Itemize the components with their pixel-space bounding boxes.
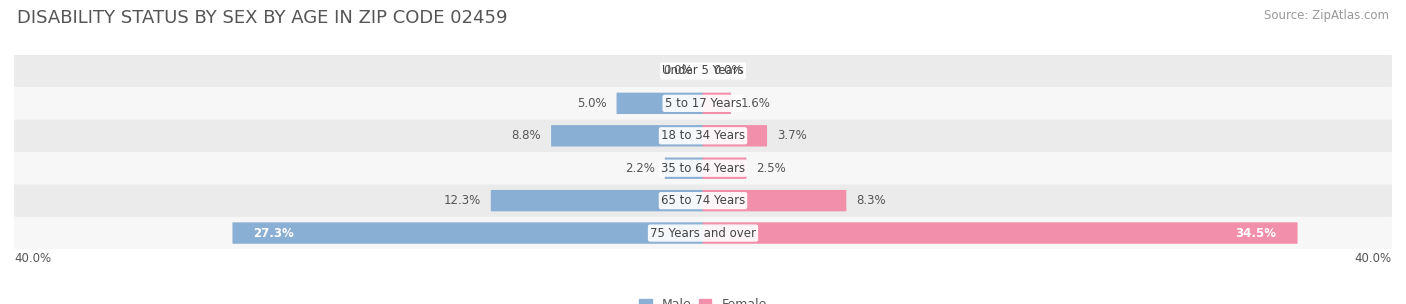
Text: Under 5 Years: Under 5 Years (662, 64, 744, 78)
Text: 27.3%: 27.3% (253, 226, 294, 240)
Text: 3.7%: 3.7% (778, 129, 807, 142)
Text: 40.0%: 40.0% (1355, 252, 1392, 265)
FancyBboxPatch shape (232, 222, 703, 244)
Text: 75 Years and over: 75 Years and over (650, 226, 756, 240)
FancyBboxPatch shape (14, 185, 1392, 217)
Legend: Male, Female: Male, Female (640, 298, 766, 304)
FancyBboxPatch shape (617, 93, 703, 114)
Text: 5.0%: 5.0% (576, 97, 606, 110)
FancyBboxPatch shape (703, 190, 846, 211)
FancyBboxPatch shape (491, 190, 703, 211)
Text: Source: ZipAtlas.com: Source: ZipAtlas.com (1264, 9, 1389, 22)
Text: 5 to 17 Years: 5 to 17 Years (665, 97, 741, 110)
Text: 65 to 74 Years: 65 to 74 Years (661, 194, 745, 207)
Text: 40.0%: 40.0% (14, 252, 51, 265)
Text: 0.0%: 0.0% (664, 64, 693, 78)
FancyBboxPatch shape (14, 119, 1392, 152)
Text: 8.3%: 8.3% (856, 194, 886, 207)
FancyBboxPatch shape (551, 125, 703, 147)
FancyBboxPatch shape (703, 93, 731, 114)
Text: 2.5%: 2.5% (756, 162, 786, 175)
FancyBboxPatch shape (703, 157, 747, 179)
FancyBboxPatch shape (14, 55, 1392, 87)
FancyBboxPatch shape (14, 217, 1392, 249)
FancyBboxPatch shape (703, 125, 768, 147)
Text: 8.8%: 8.8% (512, 129, 541, 142)
Text: 35 to 64 Years: 35 to 64 Years (661, 162, 745, 175)
FancyBboxPatch shape (14, 152, 1392, 185)
FancyBboxPatch shape (665, 157, 703, 179)
FancyBboxPatch shape (14, 87, 1392, 119)
Text: 34.5%: 34.5% (1236, 226, 1277, 240)
Text: 12.3%: 12.3% (443, 194, 481, 207)
Text: 0.0%: 0.0% (713, 64, 742, 78)
Text: 1.6%: 1.6% (741, 97, 770, 110)
Text: 18 to 34 Years: 18 to 34 Years (661, 129, 745, 142)
Text: 2.2%: 2.2% (624, 162, 655, 175)
FancyBboxPatch shape (703, 222, 1298, 244)
Text: DISABILITY STATUS BY SEX BY AGE IN ZIP CODE 02459: DISABILITY STATUS BY SEX BY AGE IN ZIP C… (17, 9, 508, 27)
